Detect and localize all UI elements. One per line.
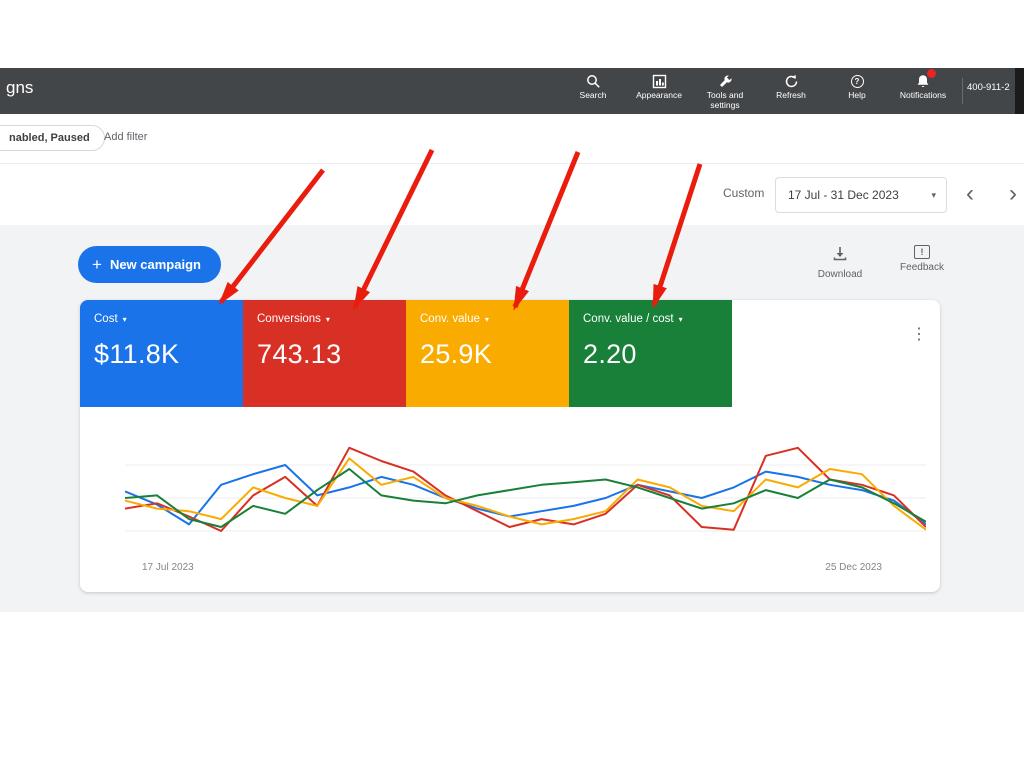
add-filter-button[interactable]: Add filter	[104, 131, 148, 143]
metric-card-cost[interactable]: Cost ▾ $11.8K	[80, 300, 243, 407]
feedback-button[interactable]: ! Feedback	[890, 245, 954, 273]
date-range-select[interactable]: 17 Jul - 31 Dec 2023 ▾	[775, 177, 947, 213]
topbar-actions: Search Appearance Tools and settings Ref…	[560, 68, 1010, 114]
chevron-down-icon: ▾	[931, 189, 936, 200]
download-label: Download	[817, 269, 863, 280]
topbar-refresh-label: Refresh	[776, 90, 806, 100]
metric-conversions-value: 743.13	[257, 339, 342, 369]
metric-cards: Cost ▾ $11.8K Conversions ▾ 743.13 Conv.…	[80, 300, 732, 407]
search-icon	[586, 73, 601, 89]
chart-x-axis: 17 Jul 2023 25 Dec 2023	[80, 562, 940, 573]
topbar-search[interactable]: Search	[560, 68, 626, 114]
metric-cost-value: $11.8K	[94, 339, 180, 369]
metric-conv-value-value: 25.9K	[420, 339, 493, 369]
date-prev-button[interactable]: ‹	[966, 180, 974, 207]
topbar-help-label: Help	[848, 90, 866, 100]
card-more-menu-button[interactable]: ⋮	[911, 326, 927, 343]
metric-card-conv-value[interactable]: Conv. value ▾ 25.9K	[406, 300, 569, 407]
status-filter-chip[interactable]: nabled, Paused	[0, 125, 105, 151]
metric-conv-value-cost-value: 2.20	[583, 339, 637, 369]
metric-card-conv-value-cost[interactable]: Conv. value / cost ▾ 2.20	[569, 300, 732, 407]
filter-bar: nabled, Paused Add filter	[0, 114, 1024, 164]
topbar-search-label: Search	[579, 90, 607, 100]
performance-line-chart	[125, 422, 926, 572]
topbar-tools-settings-label: Tools and settings	[706, 90, 744, 110]
notification-badge	[927, 69, 936, 78]
help-icon: ?	[850, 73, 864, 89]
topbar-appearance[interactable]: Appearance	[626, 68, 692, 114]
topbar-help[interactable]: ? Help	[824, 68, 890, 114]
top-app-bar: gns Search Appearance Tools and settings	[0, 68, 1024, 114]
x-axis-end-label: 25 Dec 2023	[825, 562, 882, 573]
topbar-tools-settings[interactable]: Tools and settings	[692, 68, 758, 114]
date-range-row: Custom 17 Jul - 31 Dec 2023 ▾ ‹ ›	[0, 164, 1024, 225]
appearance-icon	[652, 73, 667, 89]
date-next-button[interactable]: ›	[1009, 180, 1017, 207]
chevron-down-icon: ▾	[678, 314, 683, 324]
line-chart-svg	[125, 422, 926, 572]
support-phone-number: 400-911-2	[967, 82, 1010, 93]
refresh-icon	[784, 73, 799, 89]
x-axis-start-label: 17 Jul 2023	[142, 562, 194, 573]
topbar-notifications[interactable]: Notifications	[890, 68, 956, 114]
download-button[interactable]: Download	[808, 245, 872, 280]
download-icon	[832, 245, 848, 266]
notifications-icon	[916, 69, 936, 89]
feedback-label: Feedback	[900, 262, 944, 273]
metric-conversions-label: Conversions	[257, 313, 321, 325]
app-title-truncated: gns	[6, 78, 34, 97]
chevron-down-icon: ▾	[325, 314, 330, 324]
topbar-refresh[interactable]: Refresh	[758, 68, 824, 114]
new-campaign-label: New campaign	[109, 257, 201, 272]
metric-card-conversions[interactable]: Conversions ▾ 743.13	[243, 300, 406, 407]
topbar-notifications-label: Notifications	[899, 90, 947, 100]
metric-cost-label: Cost	[94, 313, 118, 325]
performance-card: Cost ▾ $11.8K Conversions ▾ 743.13 Conv.…	[80, 300, 940, 592]
metric-conv-value-cost-label: Conv. value / cost	[583, 313, 674, 325]
date-range-value: 17 Jul - 31 Dec 2023	[788, 188, 899, 202]
topbar-divider	[962, 78, 963, 104]
feedback-icon: !	[914, 245, 930, 259]
scrollbar-thumb[interactable]	[1015, 68, 1024, 114]
topbar-appearance-label: Appearance	[636, 90, 682, 100]
chevron-down-icon: ▾	[122, 314, 127, 324]
tools-icon	[718, 73, 733, 89]
new-campaign-button[interactable]: + New campaign	[78, 246, 221, 283]
date-range-mode: Custom	[723, 186, 765, 200]
chevron-down-icon: ▾	[484, 314, 489, 324]
plus-icon: +	[92, 254, 102, 274]
metric-conv-value-label: Conv. value	[420, 313, 480, 325]
